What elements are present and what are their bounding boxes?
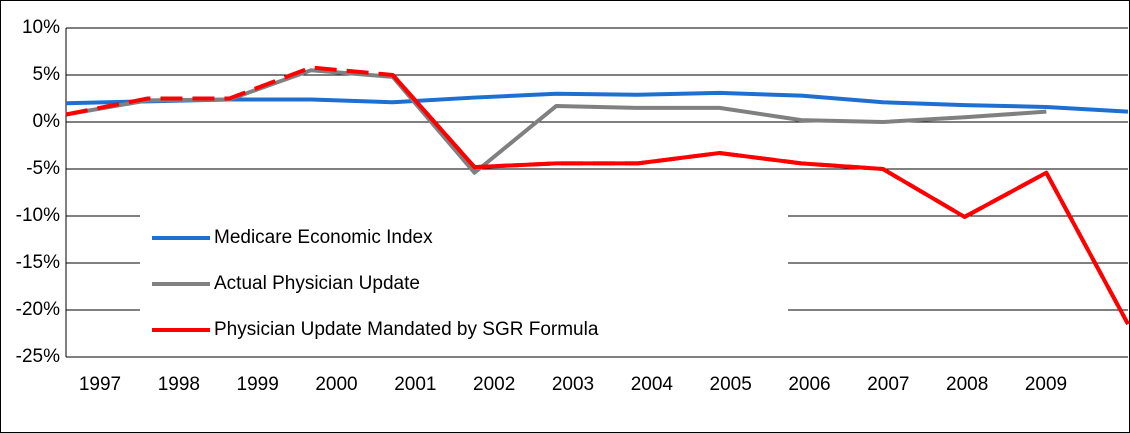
- legend-box: [140, 215, 788, 355]
- y-tick-label: 0%: [33, 111, 61, 132]
- x-tick-label: 2006: [788, 374, 830, 395]
- x-tick-label: 2007: [867, 374, 909, 395]
- x-tick-label: 2004: [631, 374, 674, 395]
- y-tick-label: -15%: [16, 252, 60, 273]
- y-tick-label: 5%: [33, 64, 61, 85]
- legend-label: Actual Physician Update: [214, 273, 420, 294]
- legend: Medicare Economic Index Actual Physician …: [140, 215, 788, 355]
- x-tick-label: 1999: [237, 374, 279, 395]
- data-line: [391, 73, 1130, 326]
- y-tick-label: -5%: [26, 158, 60, 179]
- x-tick-label: 2002: [473, 374, 515, 395]
- data-line: [65, 90, 1129, 114]
- y-tick-label: -25%: [16, 346, 60, 367]
- x-tick-label: 2008: [946, 374, 988, 395]
- x-tick-label: 2009: [1025, 374, 1067, 395]
- x-tick-label: 2005: [710, 374, 752, 395]
- x-tick-label: 1998: [158, 374, 200, 395]
- y-tick-label: 10%: [22, 17, 60, 38]
- x-tick-label: 2000: [315, 374, 357, 395]
- y-tick-label: -20%: [16, 299, 60, 320]
- y-tick-label: -10%: [16, 205, 60, 226]
- legend-label: Medicare Economic Index: [214, 227, 433, 248]
- x-tick-label: 2003: [552, 374, 594, 395]
- legend-label: Physician Update Mandated by SGR Formula: [214, 319, 599, 340]
- x-tick-label: 2001: [394, 374, 436, 395]
- x-tick-label: 1997: [79, 374, 121, 395]
